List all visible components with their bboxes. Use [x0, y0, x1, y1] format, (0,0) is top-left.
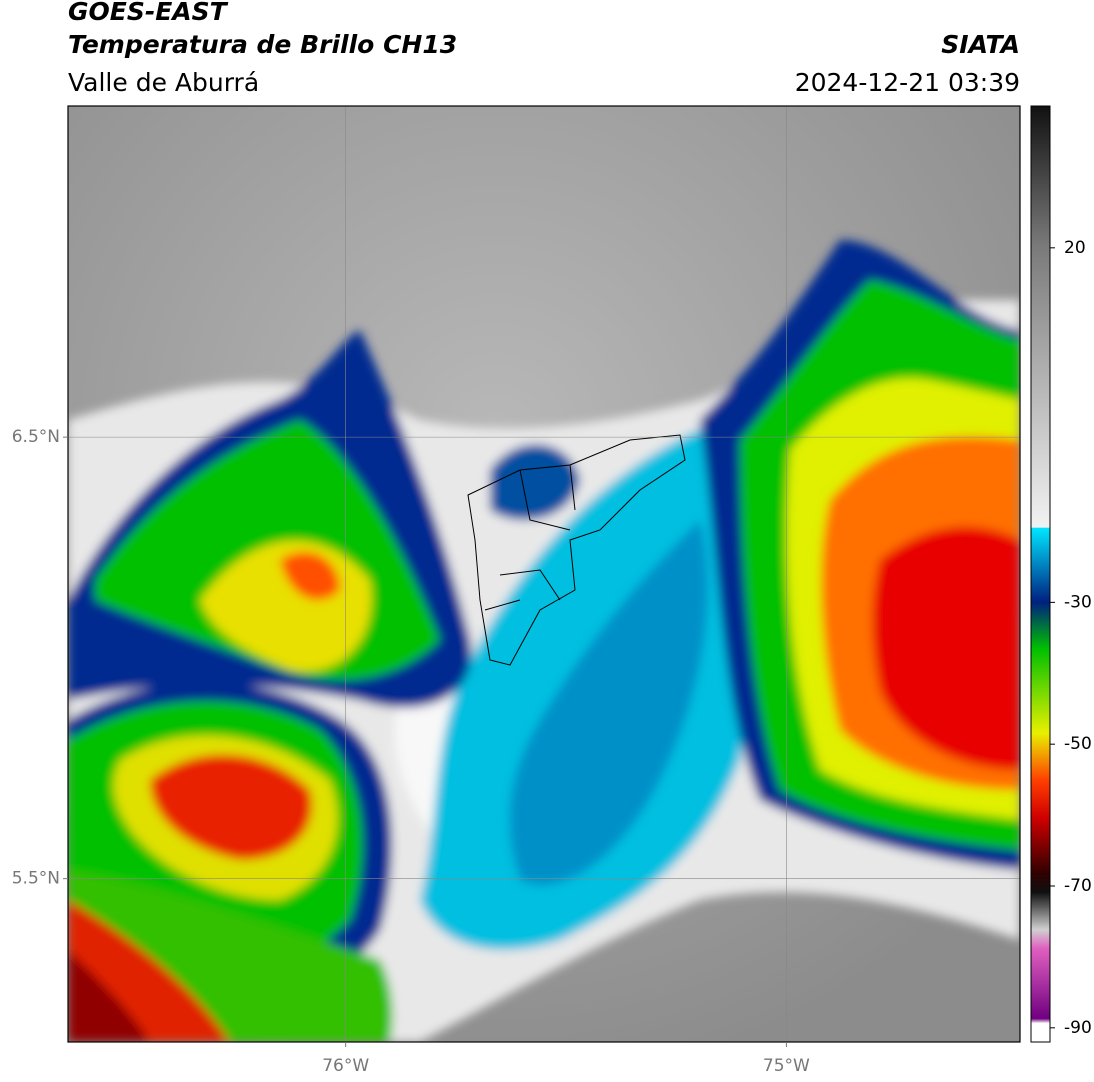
- x-tick-label: 76°W: [322, 1056, 369, 1076]
- colorbar-tick-label: -90: [1064, 1018, 1092, 1038]
- colorbar-tick-label: -30: [1064, 592, 1092, 612]
- colorbar: [1030, 105, 1051, 1043]
- colorbar-tick-label: 20: [1064, 238, 1086, 258]
- map-frame: [67, 105, 1021, 1043]
- region: Valle de Aburrá: [68, 68, 259, 97]
- agency: SIATA: [941, 30, 1020, 59]
- satellite-image: [68, 106, 1020, 1042]
- graticule: [68, 106, 1020, 1042]
- colorbar-tick-label: -50: [1064, 734, 1092, 754]
- satellite: GOES-EAST: [68, 0, 229, 26]
- municipal-boundaries: [467, 434, 686, 666]
- y-tick-label: 5.5°N: [12, 869, 60, 889]
- product: Temperatura de Brillo CH13: [68, 30, 457, 59]
- y-tick-label: 6.5°N: [12, 427, 60, 447]
- datetime: 2024-12-21 03:39: [795, 68, 1020, 97]
- colorbar-tick-label: -70: [1064, 876, 1092, 896]
- x-tick-label: 75°W: [763, 1056, 810, 1076]
